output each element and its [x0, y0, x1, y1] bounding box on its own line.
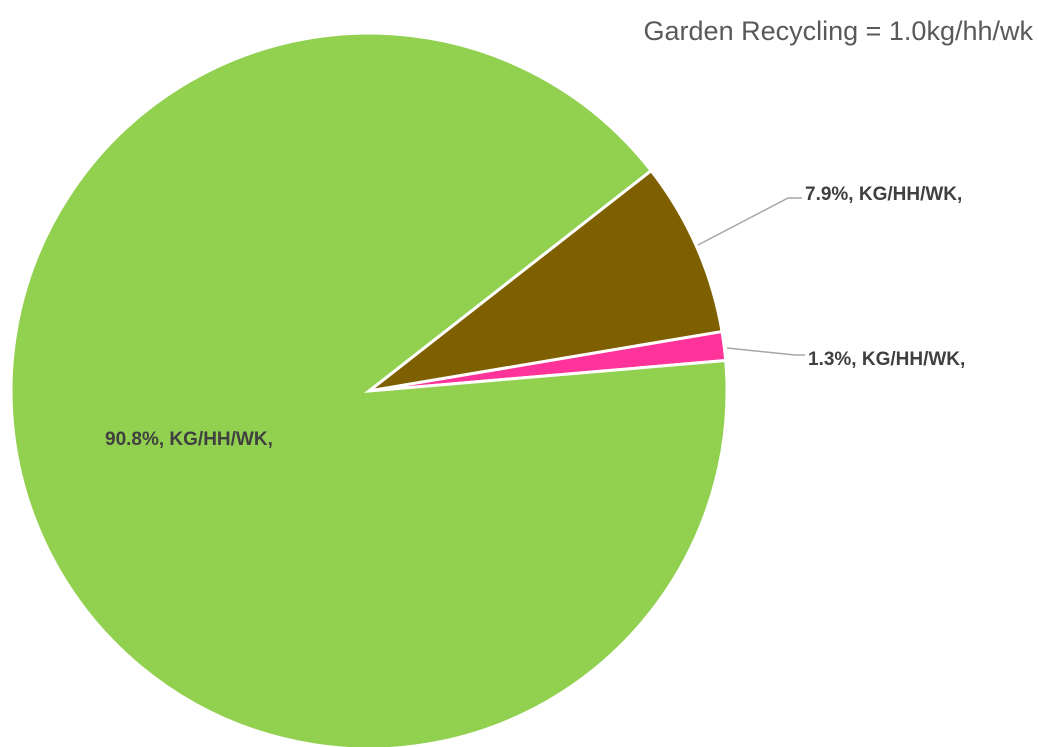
- data-label: 7.9%, KG/HH/WK,: [805, 184, 962, 205]
- data-label: 90.8%, KG/HH/WK,: [105, 429, 273, 450]
- chart-title: Garden Recycling = 1.0kg/hh/wk: [644, 16, 1034, 46]
- leader-line: [697, 197, 802, 246]
- pie-slice: [368, 168, 724, 393]
- leader-line: [726, 347, 805, 356]
- pie-slice: [9, 31, 729, 747]
- data-label: 1.3%, KG/HH/WK,: [808, 349, 965, 370]
